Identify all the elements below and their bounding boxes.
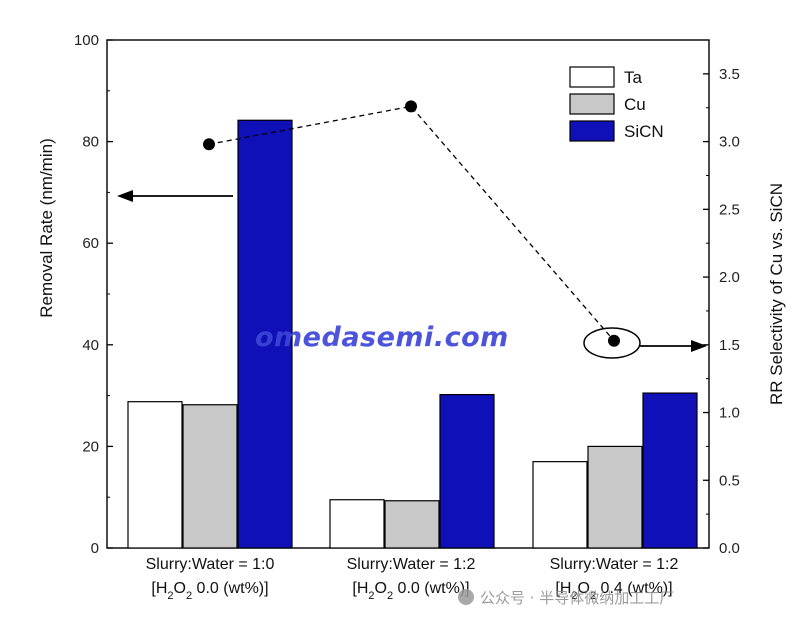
label-part: [H xyxy=(555,580,571,597)
bars xyxy=(127,119,698,549)
legend-label-sicn: SiCN xyxy=(624,122,664,141)
wechat-logo-icon xyxy=(458,589,474,605)
label-part: 0.0 (wt%)] xyxy=(393,580,469,597)
label-part: O xyxy=(375,580,387,597)
category-label-line1: Slurry:Water = 1:0 xyxy=(146,556,275,573)
subscript: 2 xyxy=(387,590,393,602)
left-tick-label: 40 xyxy=(82,337,99,354)
category-label-line1: Slurry:Water = 1:2 xyxy=(347,556,476,573)
left-tick-label: 100 xyxy=(74,32,99,49)
left-arrow-head xyxy=(117,190,133,202)
subscript: 2 xyxy=(590,590,596,602)
subscript: 2 xyxy=(167,590,173,602)
legend: Ta Cu SiCN xyxy=(569,66,664,142)
selectivity-series xyxy=(203,100,620,347)
category-label-line2: [H2O2 0.4 (wt%)] xyxy=(555,580,672,602)
watermark-source: 公众号 · 半导体微纳加工工厂 xyxy=(458,587,674,608)
label-part: 0.0 (wt%)] xyxy=(192,580,268,597)
legend-swatch-cu xyxy=(569,93,615,115)
right-tick-label: 2.5 xyxy=(719,201,740,218)
category-label-line2: [H2O2 0.0 (wt%)] xyxy=(352,580,469,602)
subscript: 2 xyxy=(571,590,577,602)
bar-ta-2 xyxy=(329,499,385,549)
subscript: 2 xyxy=(186,590,192,602)
bar-ta-3 xyxy=(532,461,588,549)
category-labels: Slurry:Water = 1:0[H2O2 0.0 (wt%)]Slurry… xyxy=(146,556,679,602)
bar-cu-1 xyxy=(182,404,238,549)
right-tick-label: 1.5 xyxy=(719,337,740,354)
legend-swatch-sicn xyxy=(569,120,615,142)
right-tick-label: 0.5 xyxy=(719,472,740,489)
right-tick-label: 3.5 xyxy=(719,66,740,83)
bar-cu-2 xyxy=(384,500,440,549)
legend-swatch-ta xyxy=(569,66,615,88)
bar-cu-3 xyxy=(587,445,643,549)
right-tick-label: 3.0 xyxy=(719,134,740,151)
annotations xyxy=(117,190,707,359)
label-part: [H xyxy=(151,580,167,597)
label-part: O xyxy=(578,580,590,597)
bar-ta-1 xyxy=(127,401,183,549)
selectivity-point-2 xyxy=(405,100,417,113)
right-arrow-head xyxy=(691,340,707,352)
right-tick-label: 2.0 xyxy=(719,269,740,286)
right-axis: 0.0 0.5 1.0 1.5 2.0 2.5 3.0 3.5 xyxy=(703,66,740,557)
selectivity-point-1 xyxy=(203,138,215,151)
left-tick-label: 0 xyxy=(91,540,99,557)
right-tick-label: 0.0 xyxy=(719,540,740,557)
legend-label-cu: Cu xyxy=(624,95,646,114)
legend-label-ta: Ta xyxy=(624,68,643,87)
label-part: O xyxy=(174,580,186,597)
left-tick-label: 80 xyxy=(82,134,99,151)
highlight-ellipse xyxy=(583,327,641,359)
watermark-source-text: 公众号 · 半导体微纳加工工厂 xyxy=(480,589,675,607)
category-label-line1: Slurry:Water = 1:2 xyxy=(550,556,679,573)
label-part: [H xyxy=(352,580,368,597)
right-axis-title: RR Selectivity of Cu vs. SiCN xyxy=(767,183,786,405)
watermark-text: omedasemi.com xyxy=(255,322,509,353)
selectivity-point-3 xyxy=(608,334,620,347)
right-tick-label: 1.0 xyxy=(719,405,740,422)
bar-sicn-1 xyxy=(237,119,293,549)
label-part: 0.4 (wt%)] xyxy=(596,580,672,597)
left-axis-title: Removal Rate (nm/min) xyxy=(37,138,56,318)
left-axis: 0 20 40 60 80 100 xyxy=(74,32,113,557)
category-label-line2: [H2O2 0.0 (wt%)] xyxy=(151,580,268,602)
subscript: 2 xyxy=(368,590,374,602)
left-tick-label: 20 xyxy=(82,438,99,455)
left-tick-label: 60 xyxy=(82,235,99,252)
bar-sicn-3 xyxy=(642,392,698,549)
bar-sicn-2 xyxy=(439,393,495,549)
